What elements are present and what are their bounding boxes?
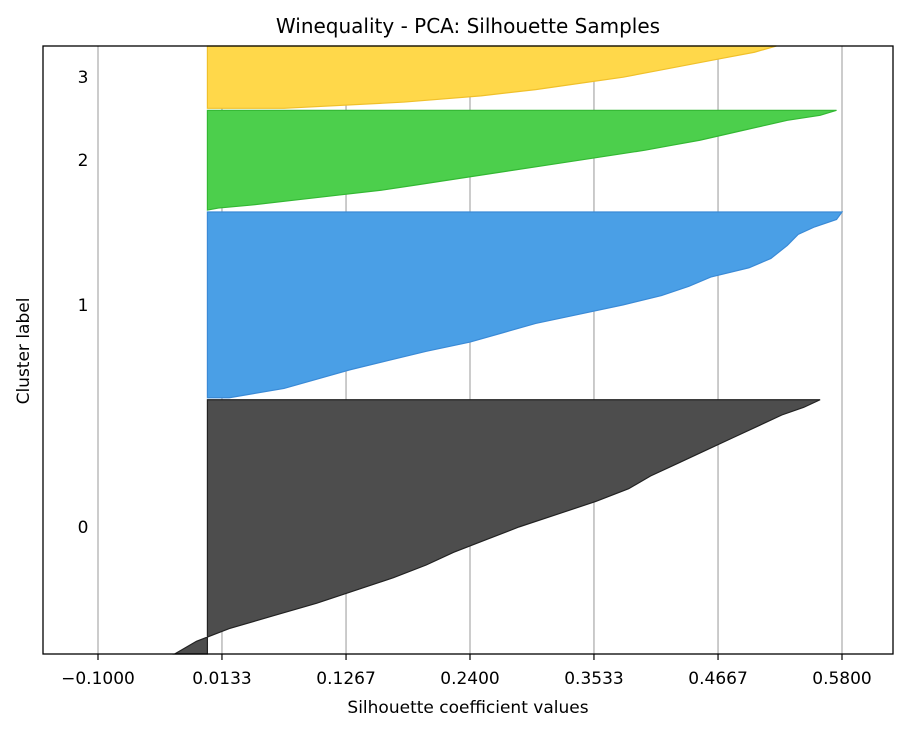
x-tick-label: −0.1000 [61,669,135,689]
cluster-3-area [206,45,777,109]
x-tick-label: 0.3533 [564,669,623,689]
y-axis-label: Cluster label [14,298,34,405]
cluster-2-area [206,109,837,211]
x-tick-label: 0.5800 [812,669,871,689]
cluster-0-label: 0 [78,518,89,538]
plot-frame [42,45,894,655]
cluster-1-area [206,211,844,399]
cluster-3-label: 3 [78,68,89,88]
plot-area: 0 1 2 3 [42,45,894,655]
chart-title: Winequality - PCA: Silhouette Samples [276,14,660,38]
cluster-labels: 0 1 2 3 [78,68,89,538]
x-axis-ticks: −0.1000 0.0133 0.1267 0.2400 0.3533 0.4667 0.5… [61,654,872,689]
cluster-0-area [172,399,821,655]
x-axis-label: Silhouette coefficient values [347,698,588,718]
cluster-1-label: 1 [78,296,89,316]
x-tick-label: 0.0133 [192,669,251,689]
x-tick-label: 0.1267 [316,669,375,689]
cluster-2-label: 2 [78,151,89,171]
x-tick-label: 0.4667 [688,669,747,689]
cluster-areas [172,45,844,655]
x-tick-label: 0.2400 [440,669,499,689]
